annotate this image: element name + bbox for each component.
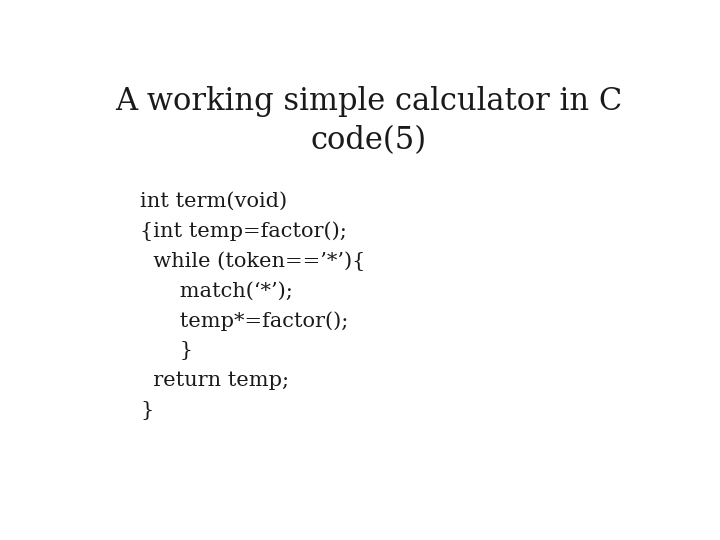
Text: match(‘*’);: match(‘*’);: [140, 281, 293, 300]
Text: }: }: [140, 401, 153, 420]
Text: while (token==’*’){: while (token==’*’){: [140, 252, 366, 271]
Text: {int temp=factor();: {int temp=factor();: [140, 221, 347, 241]
Text: A working simple calculator in C
code(5): A working simple calculator in C code(5): [115, 85, 623, 156]
Text: }: }: [140, 341, 193, 360]
Text: int term(void): int term(void): [140, 192, 287, 211]
Text: temp*=factor();: temp*=factor();: [140, 312, 348, 331]
Text: return temp;: return temp;: [140, 371, 289, 390]
